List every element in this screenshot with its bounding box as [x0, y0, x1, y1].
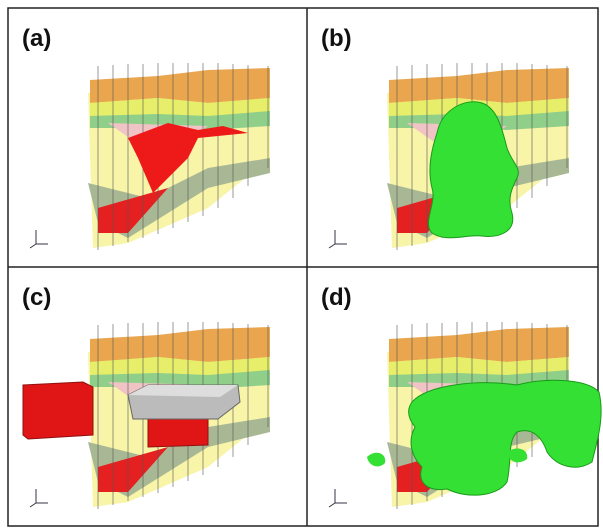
- figure: (a) (b) (c) (d): [0, 0, 603, 529]
- panel-label: (a): [22, 25, 51, 52]
- panel-label: (c): [22, 284, 51, 311]
- red-block: [148, 415, 208, 447]
- panel: (b): [321, 25, 569, 250]
- gray-block-top: [128, 385, 238, 397]
- panel: (c): [22, 284, 270, 509]
- green-fragment: [367, 453, 385, 467]
- panel-label: (b): [321, 25, 352, 52]
- red-block: [23, 382, 93, 439]
- panel: (d): [321, 284, 601, 509]
- green-body: [409, 380, 602, 495]
- panel: (a): [22, 25, 270, 250]
- panel-label: (d): [321, 284, 352, 311]
